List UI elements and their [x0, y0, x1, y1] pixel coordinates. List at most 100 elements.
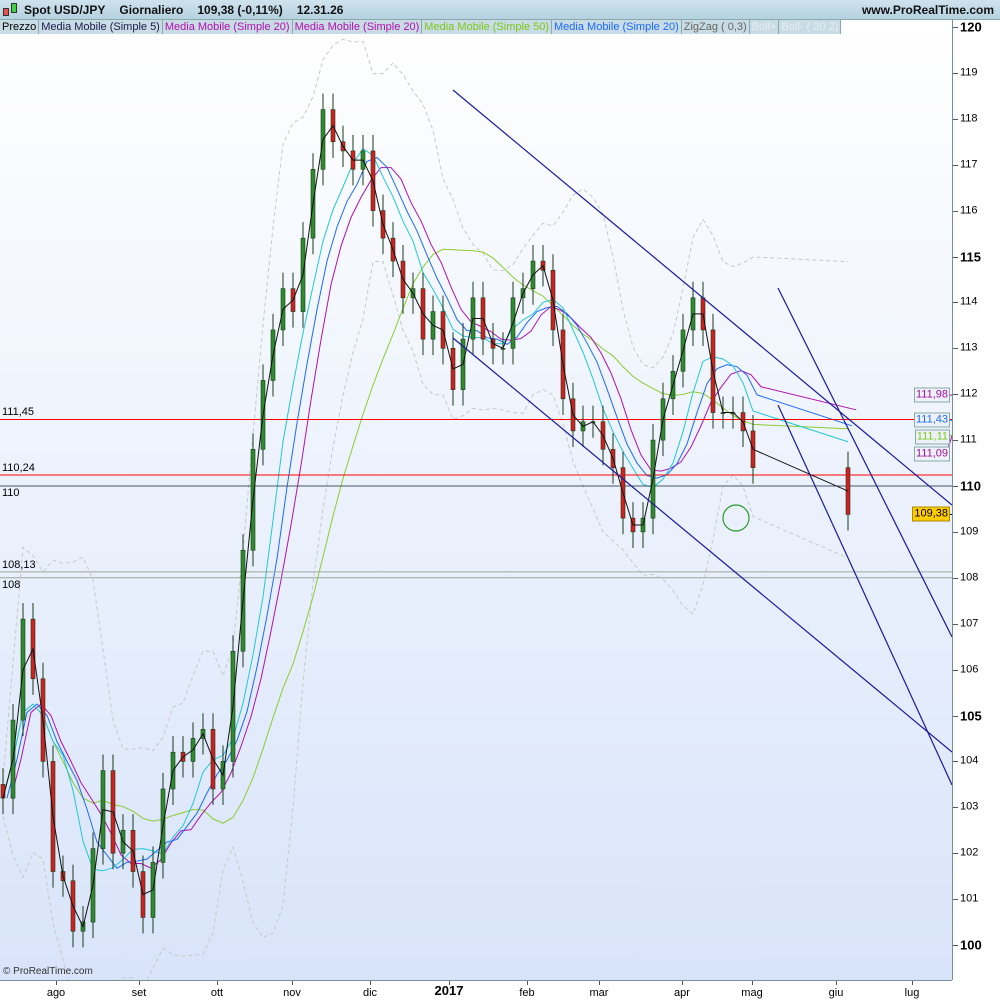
x-tick-label: giu — [828, 987, 844, 999]
y-tick-label: 109 — [960, 525, 979, 538]
y-tick — [953, 72, 958, 74]
y-tick — [953, 256, 958, 258]
x-tick — [836, 981, 837, 985]
level-label: 110,24 — [2, 461, 35, 474]
y-tick-label: 108 — [960, 571, 979, 584]
y-tick — [953, 761, 958, 763]
title-bar: Spot USD/JPY Giornaliero 109,38 (-0,11%)… — [0, 0, 1000, 20]
y-tick — [953, 394, 958, 396]
y-tick-label: 103 — [960, 800, 979, 813]
y-tick — [953, 577, 958, 579]
x-tick-label: nov — [283, 987, 301, 999]
legend-item[interactable]: Media Mobile (Simple 20) — [163, 20, 293, 34]
level-label: 111,45 — [2, 406, 35, 419]
legend-item[interactable]: Boll- ( 20 2) — [779, 20, 842, 34]
trendline — [452, 337, 952, 753]
x-tick-label: set — [131, 987, 147, 999]
y-tick-label: 111 — [960, 433, 977, 446]
last-price: 109,38 (-0,11%) — [197, 2, 283, 17]
level-label: 108 — [2, 578, 21, 591]
y-tick-label: 105 — [960, 708, 982, 723]
trendline — [777, 287, 952, 638]
timeframe: Giornaliero — [119, 2, 184, 17]
y-tick-label: 118 — [960, 112, 978, 125]
sma20-cyan-line — [2, 147, 849, 872]
y-tick — [953, 623, 958, 625]
x-tick-label: ott — [210, 987, 224, 999]
y-tick-label: 117 — [960, 158, 978, 171]
y-tick — [953, 164, 958, 166]
site-link[interactable]: www.ProRealTime.com — [861, 2, 994, 17]
x-tick-label: apr — [674, 987, 690, 999]
x-tick-label: mar — [589, 987, 609, 999]
y-tick-label: 110 — [960, 478, 981, 494]
x-tick — [139, 981, 140, 985]
y-tick — [953, 440, 958, 442]
x-tick-label: 2017 — [434, 983, 464, 998]
legend-item[interactable]: ZigZag ( 0,3) — [682, 20, 750, 34]
highlight-circle — [722, 504, 750, 532]
legend-item[interactable]: Media Mobile (Simple 20) — [293, 20, 423, 34]
y-tick — [953, 531, 958, 533]
y-tick-label: 112 — [960, 387, 978, 400]
x-tick-label: dic — [362, 987, 378, 999]
candlestick-logo-icon — [2, 2, 20, 18]
y-tick — [953, 27, 958, 28]
x-tick — [527, 981, 528, 985]
legend-item[interactable]: Prezzo — [0, 20, 40, 34]
trendline — [777, 404, 952, 786]
y-tick — [953, 715, 958, 717]
x-tick-label: feb — [519, 987, 535, 999]
x-tick — [217, 981, 218, 985]
plot-background — [0, 20, 952, 980]
x-tick — [599, 981, 600, 985]
level-label: 108,13 — [2, 558, 36, 571]
y-tick-label: 113 — [960, 341, 978, 354]
y-tick-label: 106 — [960, 663, 979, 676]
level-label: 110 — [2, 487, 20, 499]
legend-item[interactable]: Media Mobile (Simple 5) — [39, 20, 163, 34]
x-tick — [56, 981, 57, 985]
indicator-legend: Prezzo Media Mobile (Simple 5) Media Mobil… — [0, 20, 842, 34]
y-tick — [953, 807, 958, 809]
y-tick — [953, 899, 958, 901]
x-tick — [912, 981, 913, 985]
bollinger-upper — [2, 38, 849, 780]
time: 12.31.26 — [296, 2, 344, 17]
y-tick — [953, 302, 958, 304]
price-chart[interactable] — [0, 20, 952, 980]
price-axis[interactable]: 100 101 102 103 104 105 106 107 108 109 110 111 112 1… — [952, 20, 1000, 980]
trendline — [452, 89, 952, 506]
y-tick-label: 102 — [960, 846, 979, 859]
y-tick — [953, 945, 958, 946]
y-tick-label: 115 — [960, 249, 981, 264]
y-tick — [953, 348, 958, 350]
date-axis[interactable]: ago set ott nov dic 2017 feb mar apr mag giu lug — [0, 980, 952, 1000]
x-tick-label: lug — [904, 987, 920, 999]
x-tick — [682, 981, 683, 985]
x-tick — [449, 981, 450, 985]
sma50-line — [2, 248, 849, 824]
x-tick — [370, 981, 371, 985]
y-tick — [953, 210, 958, 212]
legend-item[interactable]: Media Mobile (Simple 50) — [422, 20, 553, 34]
x-tick — [292, 981, 293, 985]
y-tick-label: 114 — [960, 295, 978, 308]
y-tick — [953, 853, 958, 855]
y-tick-label: 101 — [960, 892, 979, 905]
instrument-name: Spot USD/JPY — [24, 2, 106, 17]
bollinger-lower — [2, 260, 849, 980]
copyright: © ProRealTime.com — [3, 966, 93, 977]
legend-item[interactable]: Boll+ — [750, 20, 780, 34]
y-tick-label: 116 — [960, 204, 978, 217]
y-tick-label: 107 — [960, 617, 979, 630]
x-tick — [752, 981, 753, 985]
y-tick-label: 119 — [960, 66, 978, 79]
y-tick-label: 100 — [960, 937, 982, 953]
y-tick — [953, 118, 958, 120]
legend-item[interactable]: Media Mobile (Simple 20) — [552, 20, 682, 34]
y-tick-label: 104 — [960, 754, 979, 767]
y-tick — [953, 486, 958, 487]
sma20-line — [10, 167, 857, 869]
x-tick-label: mag — [741, 987, 763, 999]
